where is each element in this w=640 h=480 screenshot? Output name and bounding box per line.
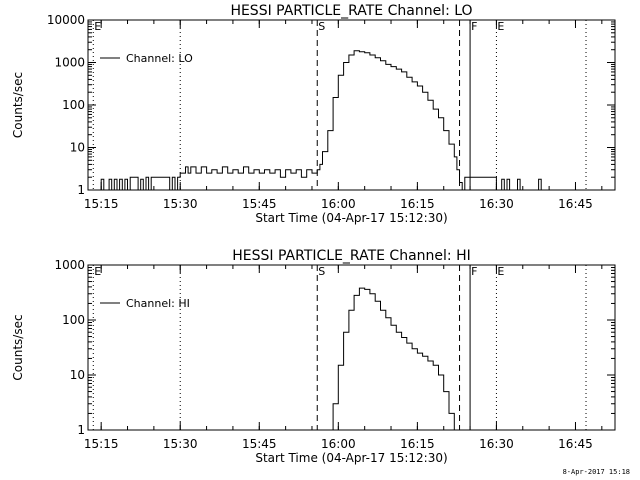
x-tick-label: 16:30 <box>479 197 514 211</box>
chart-panel-1: HESSI PARTICLE_RATE Channel: LO 1 10 100 100… <box>11 3 616 225</box>
y-tick-label: 10 <box>70 141 85 155</box>
x-tick-label: 16:45 <box>558 197 593 211</box>
legend-label: Channel: HI <box>126 297 190 310</box>
x-tick-label: 16:15 <box>400 197 435 211</box>
y-axis-label: Counts/sec <box>11 72 25 138</box>
event-marker-label: E <box>94 265 101 278</box>
y-tick-label: 100 <box>62 98 85 112</box>
x-tick-label: 16:00 <box>321 437 356 451</box>
plot-frame <box>87 264 616 431</box>
plot-frame <box>87 19 616 191</box>
event-marker-label: S <box>318 265 325 278</box>
y-tick-label: 1 <box>77 423 85 437</box>
x-tick-label: 15:15 <box>84 437 119 451</box>
x-tick-label: 15:15 <box>84 197 119 211</box>
x-tick-label: 16:45 <box>558 437 593 451</box>
event-marker-label: E <box>497 265 504 278</box>
x-tick-label: 16:15 <box>400 437 435 451</box>
legend-label: Channel: LO <box>126 52 193 65</box>
footer-timestamp: 8-Apr-2017 15:18 <box>562 468 630 476</box>
y-tick-label: 1 <box>77 183 85 197</box>
y-tick-label: 1000 <box>54 258 85 272</box>
x-tick-label: 16:00 <box>321 197 356 211</box>
event-marker-label: E <box>94 20 101 33</box>
x-tick-label: 15:30 <box>163 437 198 451</box>
x-axis-label: Start Time (04-Apr-17 15:12:30) <box>255 451 447 465</box>
x-tick-label: 15:45 <box>242 437 277 451</box>
y-tick-label: 1000 <box>54 56 85 70</box>
event-marker-label: E <box>497 20 504 33</box>
event-marker-label: F <box>471 265 477 278</box>
x-tick-label: 15:45 <box>242 197 277 211</box>
x-tick-label: 16:30 <box>479 437 514 451</box>
y-axis-label: Counts/sec <box>11 314 25 380</box>
y-tick-label: 100 <box>62 313 85 327</box>
y-tick-label: 10 <box>70 368 85 382</box>
data-series-line <box>95 50 565 191</box>
event-marker-label: S <box>318 20 325 33</box>
event-marker-label: F <box>471 20 477 33</box>
x-tick-label: 15:30 <box>163 197 198 211</box>
chart-title: HESSI PARTICLE_RATE Channel: LO <box>230 3 472 19</box>
y-tick-label: 10000 <box>47 13 85 27</box>
x-axis-label: Start Time (04-Apr-17 15:12:30) <box>255 211 447 225</box>
chart-title: HESSI PARTICLE_RATE Channel: HI <box>232 248 470 264</box>
data-series-line <box>327 287 455 431</box>
chart-panel-2: HESSI PARTICLE_RATE Channel: HI 1 10 100 100… <box>11 248 616 465</box>
